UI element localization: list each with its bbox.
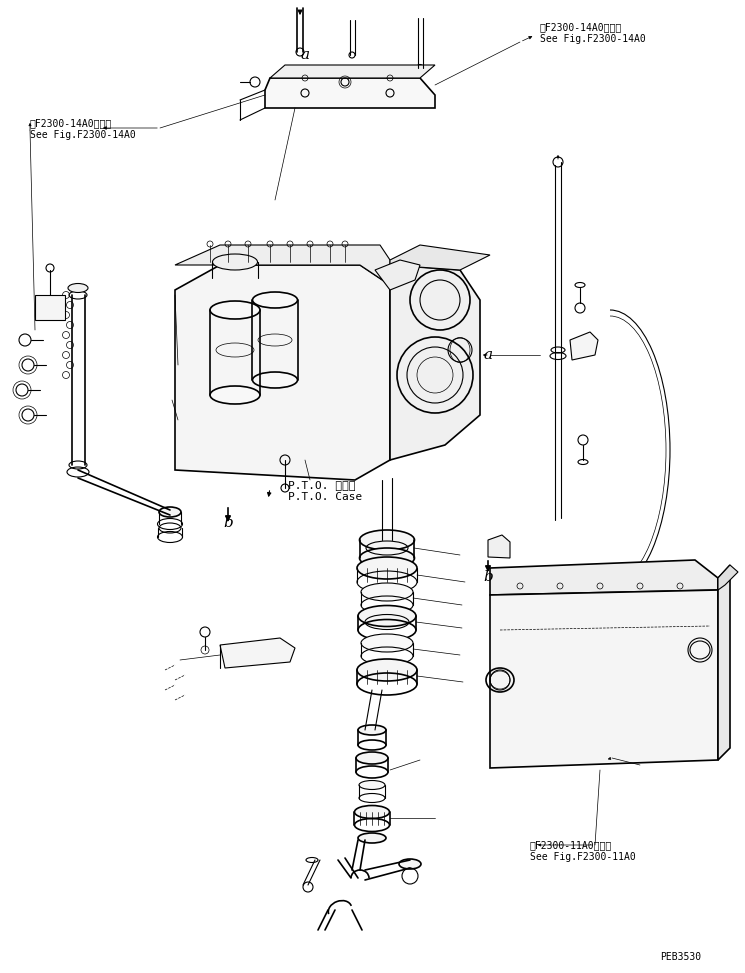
Ellipse shape [360,548,414,568]
Ellipse shape [358,605,416,627]
Polygon shape [570,332,598,360]
Ellipse shape [357,557,417,579]
Polygon shape [270,65,435,78]
Polygon shape [175,265,390,480]
Ellipse shape [360,530,414,550]
Polygon shape [175,245,390,285]
Ellipse shape [159,507,181,517]
Polygon shape [490,590,718,768]
Ellipse shape [210,301,260,319]
Polygon shape [718,565,730,760]
Polygon shape [35,295,65,320]
Ellipse shape [356,752,388,764]
Ellipse shape [361,634,413,652]
Polygon shape [265,78,435,108]
Ellipse shape [399,859,421,869]
Ellipse shape [355,806,390,818]
Text: See Fig.F2300-11A0: See Fig.F2300-11A0 [530,852,635,862]
Ellipse shape [358,833,386,843]
Ellipse shape [357,659,417,681]
Text: a: a [300,48,310,62]
Text: P.T.O. Case: P.T.O. Case [288,492,362,502]
Ellipse shape [359,780,385,789]
Polygon shape [390,245,490,270]
Text: a: a [484,348,492,362]
Text: 第F2300-11A0図参照: 第F2300-11A0図参照 [530,840,612,850]
Polygon shape [490,560,718,595]
Text: 第F2300-14A0図参照: 第F2300-14A0図参照 [540,22,622,32]
Text: b: b [483,570,493,584]
Text: P.T.O. ケース: P.T.O. ケース [288,480,355,490]
Text: 第F2300-14A0図参照: 第F2300-14A0図参照 [30,118,112,128]
Ellipse shape [253,292,297,308]
Polygon shape [718,565,738,590]
Ellipse shape [210,386,260,404]
Polygon shape [220,638,295,668]
Polygon shape [375,260,420,290]
Ellipse shape [68,283,88,293]
Text: See Fig.F2300-14A0: See Fig.F2300-14A0 [30,130,136,140]
Text: b: b [223,516,233,530]
Ellipse shape [361,583,413,601]
Ellipse shape [212,254,258,270]
Polygon shape [488,535,510,558]
Ellipse shape [253,372,297,388]
Text: See Fig.F2300-14A0: See Fig.F2300-14A0 [540,34,646,44]
Text: PEB3530: PEB3530 [660,952,701,962]
Polygon shape [390,265,480,460]
Ellipse shape [358,725,386,735]
